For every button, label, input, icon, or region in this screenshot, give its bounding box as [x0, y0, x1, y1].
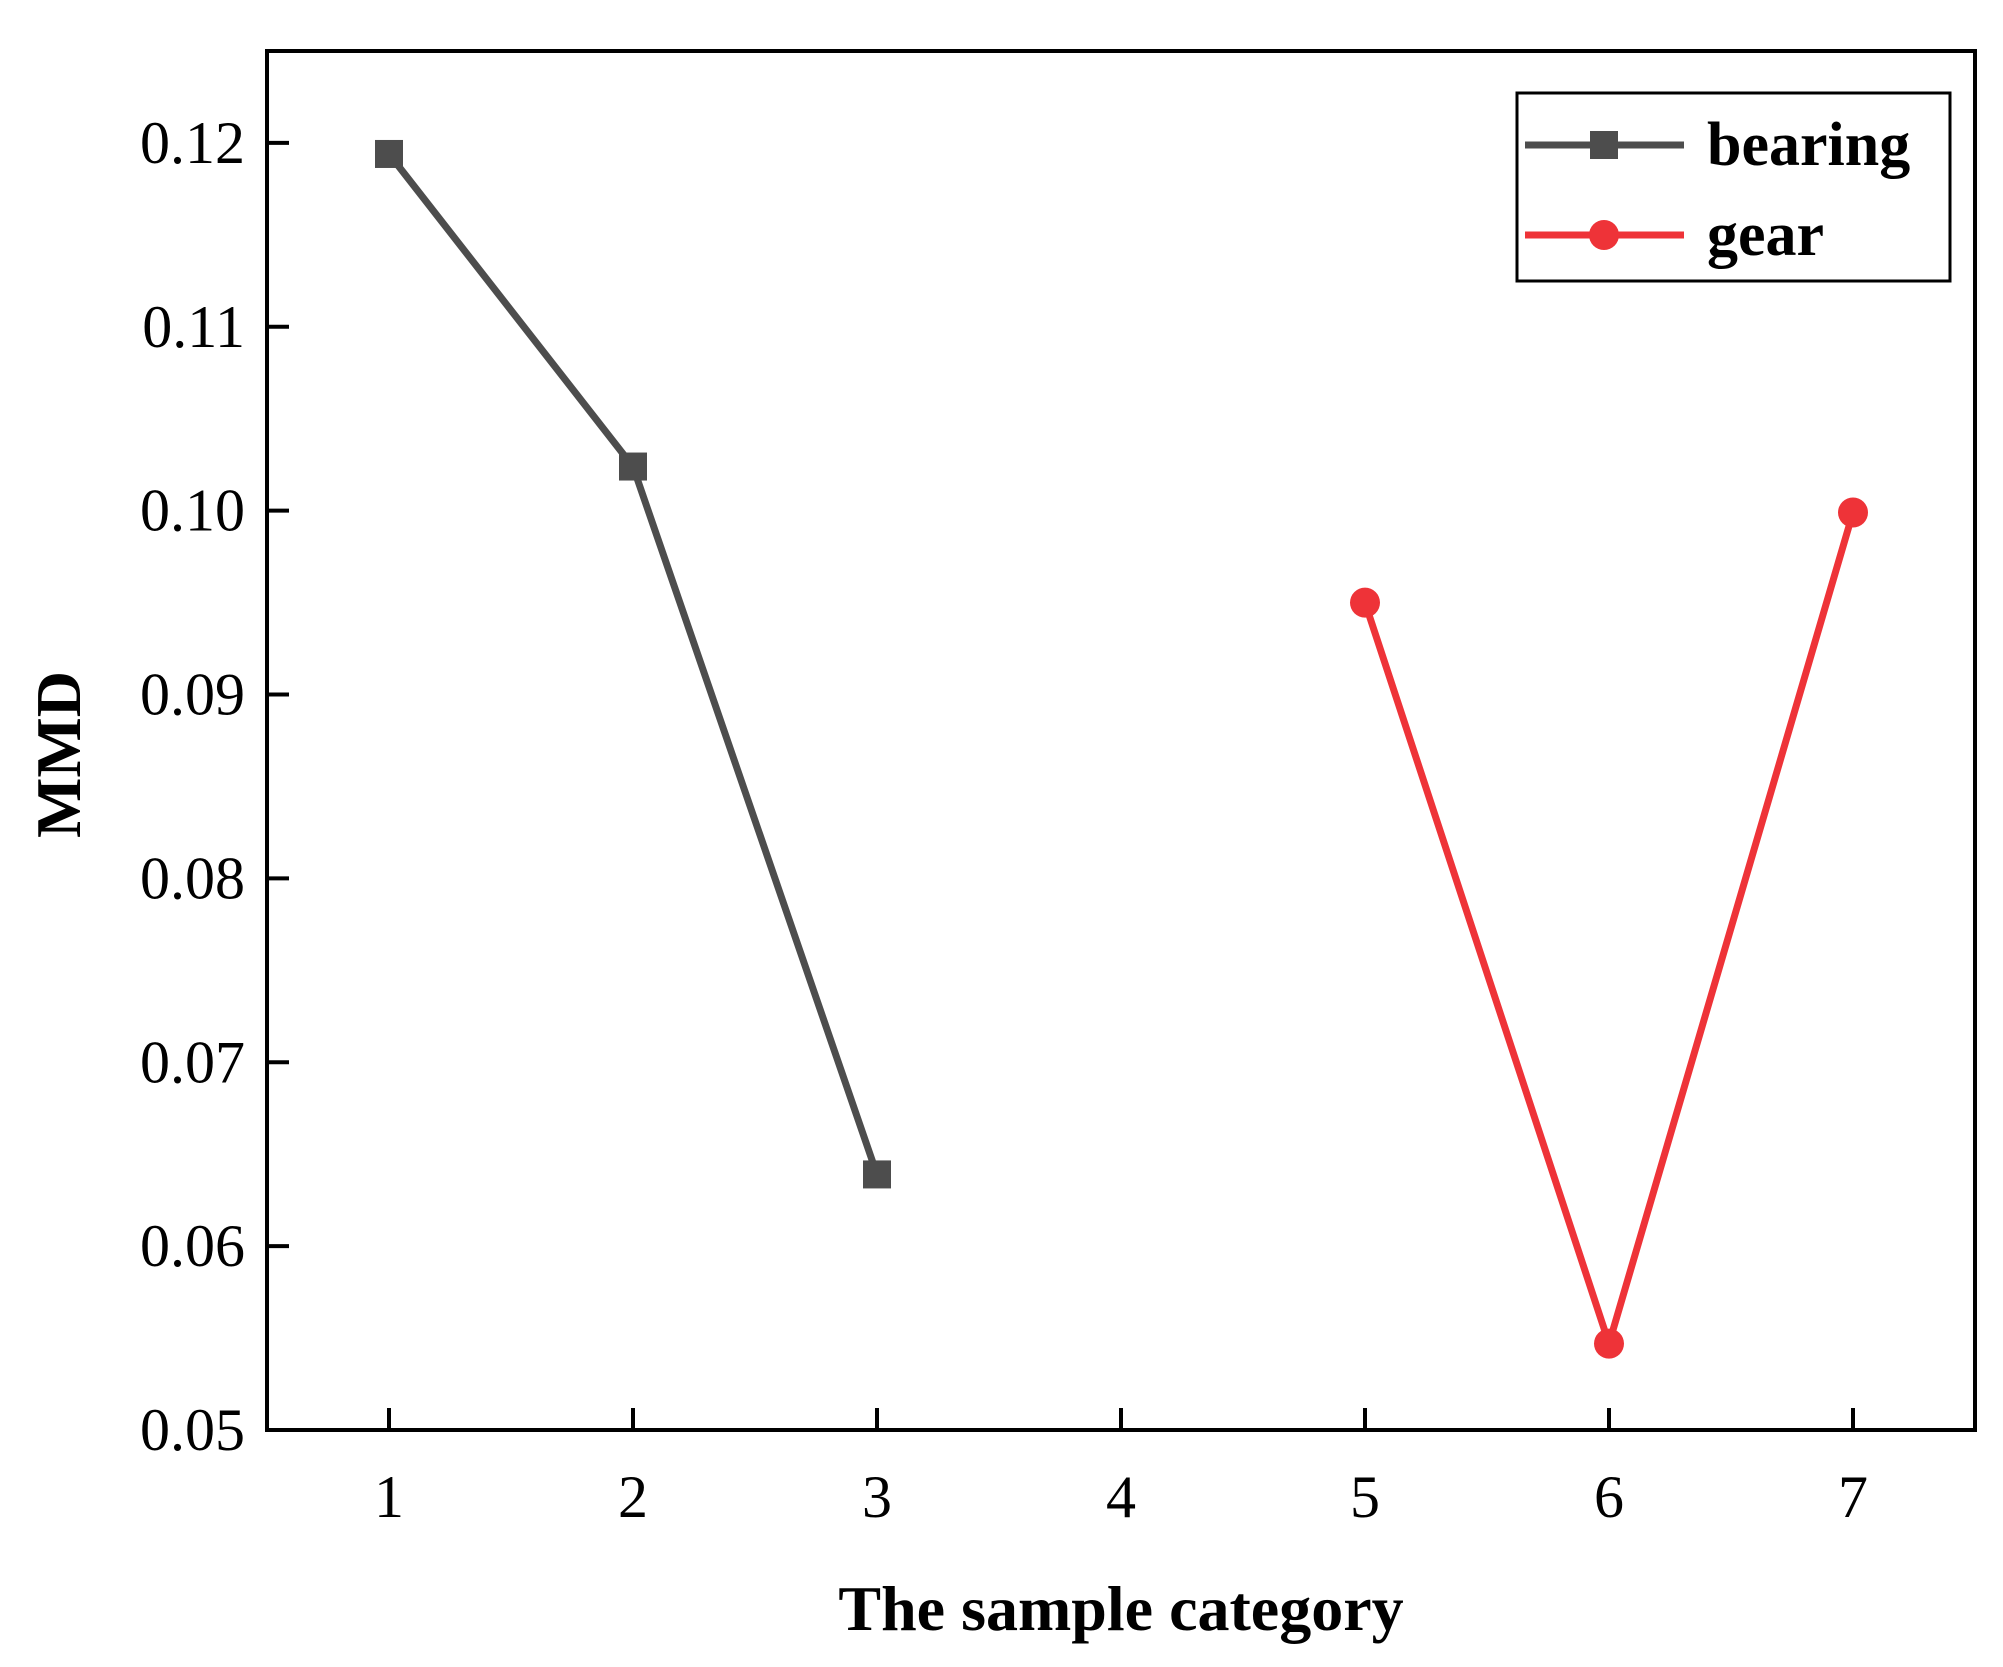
legend-marker-bearing: [1590, 131, 1618, 159]
legend-box: [1515, 91, 1952, 283]
y-tick-label: 0.07: [140, 1029, 245, 1095]
y-tick-label: 0.08: [140, 845, 245, 911]
plot-area: [375, 139, 1868, 1359]
y-tick-label: 0.06: [140, 1213, 245, 1279]
axes-ticks: 1 2 3 4 5 6 7 0.05 0.06 0.07 0.08 0.09 0.10 0.11 0.12: [140, 110, 1868, 1530]
x-axis-title: The sample category: [838, 1573, 1403, 1644]
y-tick-label: 0.05: [140, 1397, 245, 1463]
data-point-bearing: [863, 1160, 891, 1189]
x-tick-label: 7: [1838, 1464, 1868, 1530]
x-tick-label: 1: [374, 1464, 404, 1530]
y-tick-label: 0.09: [140, 662, 245, 728]
y-axis-title: MMD: [23, 671, 94, 838]
legend-label-bearing: bearing: [1707, 111, 1910, 179]
y-tick-label: 0.10: [140, 478, 245, 544]
x-tick-label: 4: [1106, 1464, 1136, 1530]
x-tick-label: 3: [862, 1464, 892, 1530]
data-point-gear: [1594, 1328, 1624, 1359]
data-point-gear: [1350, 587, 1380, 618]
data-point-bearing: [619, 452, 647, 481]
legend: bearing gear: [1515, 91, 1952, 283]
x-tick-label: 6: [1594, 1464, 1624, 1530]
y-tick-label: 0.11: [142, 294, 245, 360]
y-tick-label: 0.12: [140, 110, 245, 176]
legend-marker-gear: [1589, 220, 1619, 250]
legend-label-gear: gear: [1707, 201, 1824, 269]
data-point-gear: [1838, 497, 1868, 528]
data-point-bearing: [375, 139, 403, 168]
x-tick-label: 2: [618, 1464, 648, 1530]
x-tick-label: 5: [1350, 1464, 1380, 1530]
